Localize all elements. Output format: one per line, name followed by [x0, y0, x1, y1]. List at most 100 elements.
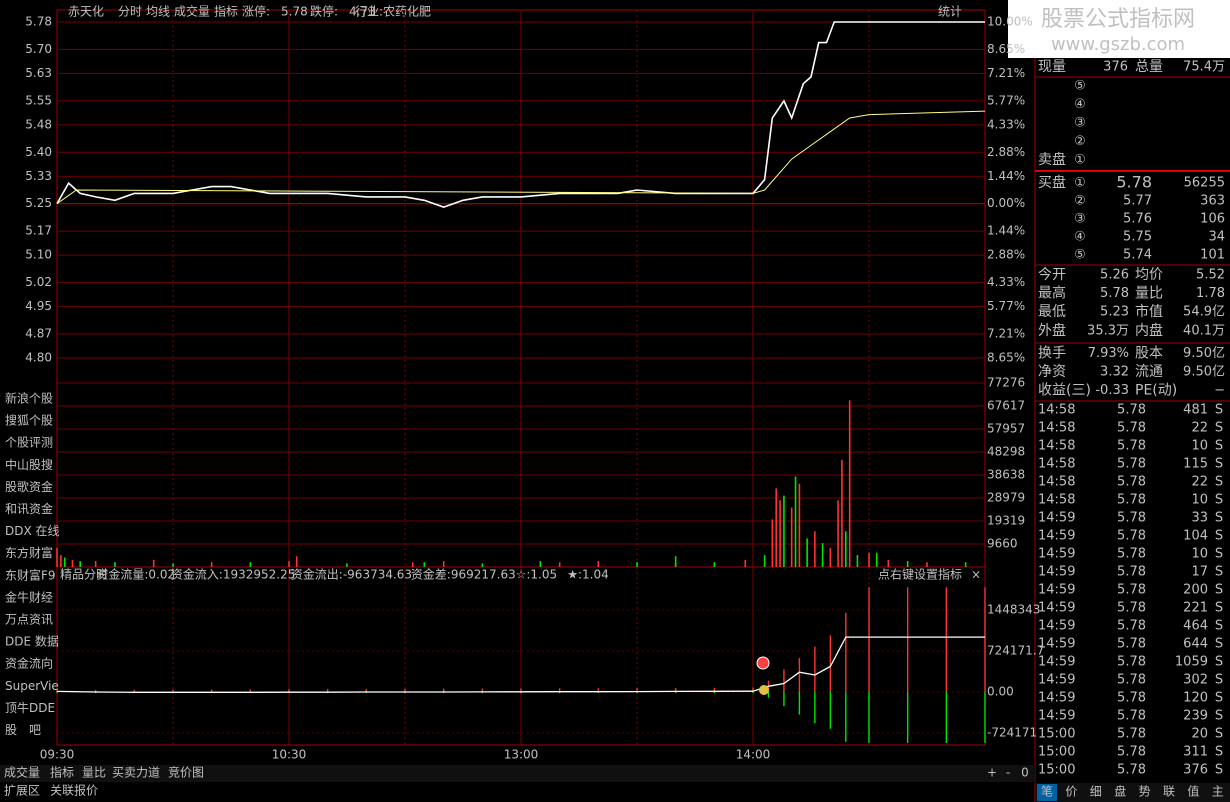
flow-bar: [798, 658, 801, 693]
trade-volume: 1059: [1175, 655, 1208, 670]
volume-bar: [249, 562, 252, 567]
chart-tab[interactable]: 均线: [146, 5, 170, 19]
trade-time: 14:59: [1038, 673, 1075, 688]
bottom-tab[interactable]: 竞价图: [168, 766, 204, 780]
trade-price: 5.78: [1117, 691, 1146, 706]
sidebar-link[interactable]: 个股评测: [5, 436, 53, 450]
bottom-control[interactable]: -: [1006, 766, 1010, 780]
stat-value: 3.32: [1100, 365, 1129, 380]
chart-tab[interactable]: 成交量: [174, 4, 210, 19]
stock-name: 赤天化: [68, 5, 104, 19]
sidebar-link[interactable]: 资金流向: [5, 656, 53, 671]
sidebar-link[interactable]: 新浪个股: [5, 391, 53, 406]
right-tab[interactable]: 盘: [1114, 784, 1126, 799]
volume-bar: [906, 561, 909, 567]
flow-bar: [783, 692, 785, 707]
flow-bar: [752, 692, 754, 694]
volume-bar: [152, 559, 155, 567]
volume-bar: [790, 507, 793, 567]
volume-bar: [794, 476, 797, 567]
flow-bar: [56, 692, 58, 694]
flow-tick-label: 724171.7: [987, 644, 1044, 658]
sidebar-link[interactable]: 万点资讯: [5, 613, 53, 627]
flow-header-text: 资金流入:1932952.25: [171, 567, 296, 582]
chart-tab[interactable]: 指标: [214, 4, 238, 19]
right-tab[interactable]: 笔: [1041, 784, 1053, 799]
stat-value: 9.50亿: [1183, 365, 1225, 380]
trade-time: 15:00: [1038, 727, 1075, 742]
bottom-tab[interactable]: 买卖力道: [112, 766, 160, 780]
bottom-tab[interactable]: 量比: [82, 766, 106, 780]
flow-hint: 点右键设置指标: [878, 567, 962, 582]
stat-label: 今开: [1038, 267, 1066, 283]
volume-bar: [346, 563, 348, 567]
sidebar-link[interactable]: 股 吧: [5, 723, 41, 737]
sidebar-link[interactable]: DDE 数据: [5, 634, 59, 649]
buy-volume: 56255: [1184, 176, 1225, 191]
volume-bar: [763, 555, 766, 567]
bottom-control[interactable]: +: [987, 766, 997, 780]
right-tab[interactable]: 联: [1163, 785, 1175, 799]
volume-bar: [814, 531, 816, 567]
flow-close[interactable]: ×: [971, 568, 981, 582]
bottom-tab[interactable]: 成交量: [4, 765, 40, 780]
flow-bar: [713, 692, 716, 694]
trade-volume: 17: [1191, 565, 1208, 580]
right-tab[interactable]: 细: [1090, 785, 1102, 799]
trade-price: 5.78: [1117, 637, 1146, 652]
sidebar-link[interactable]: DDX 在线: [5, 524, 60, 538]
buy-volume: 106: [1200, 212, 1225, 227]
right-tab[interactable]: 主: [1212, 785, 1224, 799]
pct-tick-label: 2.88%: [987, 248, 1025, 262]
volume-bar: [848, 400, 851, 567]
trade-side: S: [1215, 529, 1223, 544]
trade-time: 14:59: [1038, 637, 1075, 652]
signal-icon: [756, 656, 770, 670]
price-tick-label: 4.87: [25, 327, 52, 341]
right-tab[interactable]: 值: [1187, 784, 1199, 799]
sidebar-link[interactable]: 搜狐个股: [5, 413, 53, 428]
sidebar-link[interactable]: SuperVie: [5, 679, 59, 693]
flow-bar: [906, 587, 909, 693]
volume-bar: [829, 547, 832, 567]
volume-bar: [783, 495, 785, 567]
stat-label: PE(动): [1135, 383, 1177, 399]
volume-bar: [63, 557, 66, 567]
sidebar-link[interactable]: 和讯资金: [5, 501, 53, 516]
trade-time: 14:59: [1038, 529, 1075, 544]
sidebar-link[interactable]: 股歌资金: [5, 479, 53, 494]
right-tab[interactable]: 价: [1065, 785, 1077, 799]
flow-bar: [210, 689, 213, 693]
volume-tick-label: 9660: [987, 536, 1018, 550]
sidebar-link[interactable]: 东方财富: [5, 545, 53, 560]
bottom-control[interactable]: 0: [1021, 766, 1029, 780]
sidebar-link[interactable]: 东财富F9: [5, 567, 56, 582]
price-tick-label: 5.55: [25, 93, 52, 107]
footer-tab[interactable]: 关联报价: [50, 783, 98, 798]
trade-time: 15:00: [1038, 745, 1075, 760]
trade-volume: 481: [1183, 403, 1208, 418]
buy-level: ②: [1074, 194, 1086, 209]
trade-price: 5.78: [1117, 421, 1146, 436]
footer-tab[interactable]: 扩展区: [4, 784, 40, 798]
right-tab-active: [1037, 784, 1057, 801]
sidebar-link[interactable]: 顶牛DDE: [5, 700, 55, 715]
volume-tick-label: 19319: [987, 514, 1025, 528]
buy-price: 5.77: [1123, 194, 1152, 209]
bottom-tab[interactable]: 指标: [50, 765, 74, 780]
volume-bar: [71, 559, 74, 567]
chart-tab[interactable]: 分时: [118, 5, 142, 19]
volume-bar: [875, 552, 878, 567]
sidebar-link[interactable]: 金牛财经: [5, 589, 53, 604]
trade-time: 14:59: [1038, 511, 1075, 526]
flow-bar: [829, 635, 832, 693]
right-tab[interactable]: 势: [1139, 785, 1151, 799]
trade-price: 5.78: [1117, 457, 1146, 472]
price-tick-label: 5.33: [25, 169, 52, 183]
flow-bar: [404, 688, 406, 693]
quote-label: 现量: [1038, 59, 1066, 75]
stats-button[interactable]: 统计: [938, 5, 962, 19]
logo-box: [1008, 0, 1230, 58]
trade-time: 14:58: [1038, 403, 1075, 418]
sidebar-link[interactable]: 中山股搜: [5, 457, 53, 472]
